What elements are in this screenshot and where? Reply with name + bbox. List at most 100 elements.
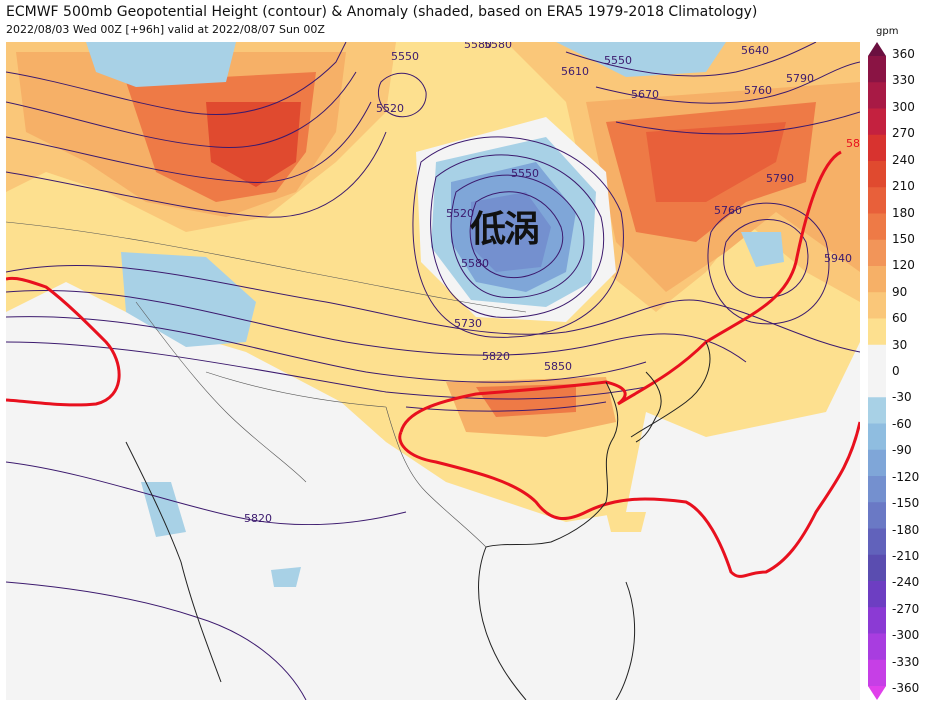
colorbar-segment xyxy=(868,476,886,503)
anomaly-neg-region-india xyxy=(141,482,186,537)
colorbar-segment xyxy=(868,344,886,372)
colorbar-segment xyxy=(868,449,886,477)
colorbar-tick-label: -150 xyxy=(892,496,920,511)
colorbar-extend-bottom xyxy=(868,686,886,700)
colorbar-unit: gpm xyxy=(876,26,899,37)
colorbar-tick-label: -120 xyxy=(892,469,920,484)
colorbar-segment xyxy=(868,292,886,319)
contour-ne-3 xyxy=(615,111,860,135)
contour-5790 xyxy=(6,316,647,383)
contour-label: 5640 xyxy=(741,44,769,57)
contour-label: 5820 xyxy=(482,350,510,363)
colorbar-tick-label: -90 xyxy=(892,443,912,458)
coastline-china xyxy=(485,381,619,548)
colorbar-tick-label: 270 xyxy=(892,126,915,141)
colorbar-segment xyxy=(868,239,886,267)
weather-map: 5580 5550 5520 5580 5610 5550 5640 5670 … xyxy=(6,42,860,700)
contour-nw-1 xyxy=(6,42,347,115)
anomaly-210-region xyxy=(206,102,301,187)
coastline-indochina xyxy=(478,546,527,700)
geopotential-contours xyxy=(6,42,860,700)
contour-label: 5610 xyxy=(561,65,589,78)
colorbar-segment xyxy=(868,554,886,582)
colorbar-tick-label: 300 xyxy=(892,99,915,114)
colorbar-tick-label: 90 xyxy=(892,284,908,299)
border-3 xyxy=(385,406,487,548)
contour-label: 5520 xyxy=(376,102,404,115)
coastlines xyxy=(125,341,711,700)
colorbar-segment xyxy=(868,607,886,634)
anomaly-neg-180-low xyxy=(471,192,551,272)
border-4 xyxy=(135,301,307,483)
colorbar-tick-label: -30 xyxy=(892,390,912,405)
colorbar-segment xyxy=(868,502,886,529)
contour-low-1 xyxy=(469,191,564,279)
coastline-philippines xyxy=(615,581,636,700)
colorbar-segment xyxy=(868,161,886,188)
contour-label: 5940 xyxy=(824,252,852,265)
contour-south-india xyxy=(6,581,307,700)
contour-low-4 xyxy=(412,136,624,338)
colorbar-tick-label: -360 xyxy=(892,681,920,695)
colorbar-tick-label: 120 xyxy=(892,258,915,273)
anomaly-180-region-east xyxy=(646,122,786,202)
colorbar-tick-label: -330 xyxy=(892,654,920,669)
contour-label: 5550 xyxy=(391,50,419,63)
colorbar-tick-label: 360 xyxy=(892,47,915,61)
subtropical-high-line-west xyxy=(6,276,121,407)
subtropical-high-line-main xyxy=(399,150,842,433)
contour-label: 58 xyxy=(846,137,860,150)
colorbar-tick-label: 240 xyxy=(892,152,915,167)
colorbar-tick-label: 210 xyxy=(892,179,915,194)
anomaly-neg-region-bay xyxy=(271,567,301,587)
colorbar-segment xyxy=(868,82,886,109)
contour-5850 xyxy=(405,401,607,412)
contour-label: 5550 xyxy=(604,54,632,67)
colorbar-tick-label: -300 xyxy=(892,628,920,643)
contour-label: 5670 xyxy=(631,88,659,101)
colorbar-tick-label: 60 xyxy=(892,311,908,326)
colorbar-tick-label: -180 xyxy=(892,522,920,537)
contour-ne-1 xyxy=(565,42,817,77)
anomaly-neg-region-japan-sea xyxy=(741,232,784,267)
subtropical-high-5880 xyxy=(6,150,860,578)
contour-label: 5850 xyxy=(544,360,572,373)
contour-label: 5580 xyxy=(484,42,512,51)
colorbar-segment xyxy=(868,397,886,424)
colorbar-tick-label: 150 xyxy=(892,231,915,246)
colorbar-segment xyxy=(868,213,886,241)
contour-5760 xyxy=(6,289,747,363)
anomaly-neg-region-north xyxy=(86,42,236,87)
chart-title: ECMWF 500mb Geopotential Height (contour… xyxy=(6,4,758,20)
contour-labels: 5580 5550 5520 5580 5610 5550 5640 5670 … xyxy=(244,42,860,525)
contour-label: 5580 xyxy=(464,42,492,51)
colorbar-tick-label: 30 xyxy=(892,337,908,352)
contour-east-low xyxy=(723,219,809,299)
colorbar-tick-label: -210 xyxy=(892,548,920,563)
subtropical-high-line-south xyxy=(398,421,860,578)
contour-label: 5790 xyxy=(766,172,794,185)
anomaly-map-svg: 5580 5550 5520 5580 5610 5550 5640 5670 … xyxy=(6,42,860,700)
colorbar-segment xyxy=(868,318,886,346)
coastline-korea xyxy=(635,371,662,443)
anomaly-neg-region-west xyxy=(121,252,256,347)
colorbar-segment xyxy=(868,528,886,556)
colorbar-extend-top xyxy=(868,42,886,56)
colorbar-segment xyxy=(868,633,886,661)
colorbar-segment xyxy=(868,581,886,608)
contour-low-3 xyxy=(430,154,605,318)
border-1 xyxy=(6,221,527,313)
anomaly-neg-region-south-china xyxy=(606,512,646,532)
contour-label: 5760 xyxy=(744,84,772,97)
low-vortex-label: 低涡 xyxy=(470,209,540,250)
chart-subtitle: 2022/08/03 Wed 00Z [+96h] valid at 2022/… xyxy=(6,23,325,36)
contour-nw-3 xyxy=(6,101,372,183)
colorbar-segment xyxy=(868,134,886,162)
colorbar-segment xyxy=(868,423,886,451)
coastline-japan xyxy=(630,341,711,438)
colorbar-tick-label: -60 xyxy=(892,416,912,431)
colorbar-tick-label: 0 xyxy=(892,364,900,378)
contour-low-2 xyxy=(450,174,585,299)
contour-label: 5790 xyxy=(786,72,814,85)
border-2 xyxy=(205,371,387,408)
